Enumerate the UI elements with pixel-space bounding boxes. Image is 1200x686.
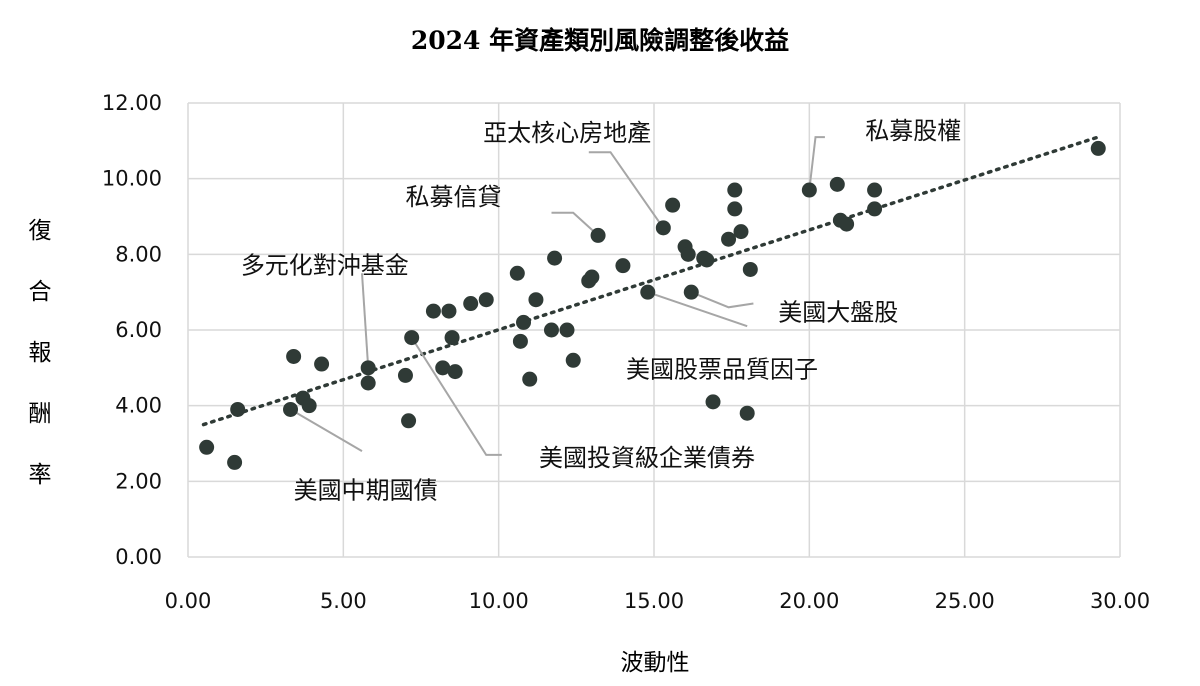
data-point: [435, 360, 451, 376]
annotation-label: 美國中期國債: [294, 476, 438, 504]
annotation-leader-line: [289, 408, 363, 452]
data-point: [867, 182, 883, 198]
annotation-label: 私募股權: [865, 117, 961, 145]
y-axis-label: 復合報酬率: [29, 218, 52, 488]
data-point: [867, 201, 883, 217]
x-tick-label: 15.00: [624, 589, 684, 613]
data-point: [680, 246, 696, 262]
y-tick-label: 6.00: [115, 318, 162, 342]
annotation-leader-line: [410, 337, 502, 456]
data-point: [547, 250, 563, 266]
y-tick-label: 0.00: [115, 545, 162, 569]
data-point: [425, 303, 441, 319]
annotation-leader-line: [690, 291, 754, 309]
annotation-leader-line: [647, 291, 748, 328]
data-point: [742, 261, 758, 277]
data-point: [565, 352, 581, 368]
x-axis-label: 波動性: [621, 650, 690, 676]
x-tick-label: 30.00: [1090, 589, 1150, 613]
data-point: [397, 367, 413, 383]
annotation-label: 美國大盤股: [778, 299, 898, 327]
data-point: [543, 322, 559, 338]
x-tick-label: 10.00: [469, 589, 529, 613]
y-tick-label: 4.00: [115, 394, 162, 418]
data-point: [584, 269, 600, 285]
annotation-leader-line: [808, 136, 825, 191]
y-tick-label: 8.00: [115, 242, 162, 266]
annotation-label: 美國股票品質因子: [626, 355, 818, 383]
annotation-leader-line: [361, 273, 370, 368]
y-tick-label: 2.00: [115, 469, 162, 493]
data-point: [615, 258, 631, 274]
y-tick-label: 12.00: [102, 91, 162, 115]
data-point: [665, 197, 681, 213]
y-tick-label: 10.00: [102, 167, 162, 191]
data-point: [314, 356, 330, 372]
data-point: [512, 333, 528, 349]
x-tick-label: 20.00: [779, 589, 839, 613]
data-point: [739, 405, 755, 421]
data-point: [655, 220, 671, 236]
data-point: [516, 314, 532, 330]
annotation-label: 多元化對沖基金: [241, 251, 409, 279]
data-point: [301, 398, 317, 414]
data-point: [522, 371, 538, 387]
data-point: [401, 413, 417, 429]
data-point: [447, 364, 463, 380]
x-tick-label: 0.00: [165, 589, 212, 613]
annotation-leader-line: [588, 151, 665, 229]
data-point: [801, 182, 817, 198]
trendline-layer: [201, 135, 1101, 427]
data-point: [360, 360, 376, 376]
annotation-label: 亞太核心房地產: [483, 119, 651, 147]
annotation-leader-line: [551, 211, 599, 237]
data-point: [705, 394, 721, 410]
annotation-label: 美國投資級企業債券: [539, 444, 755, 472]
data-point: [528, 292, 544, 308]
data-point: [509, 265, 525, 281]
data-point: [727, 201, 743, 217]
data-point: [230, 401, 246, 417]
data-point: [227, 454, 243, 470]
data-point: [441, 303, 457, 319]
x-tick-label: 25.00: [935, 589, 995, 613]
data-point: [360, 375, 376, 391]
data-point: [283, 401, 299, 417]
leader-lines: [289, 136, 825, 456]
data-point: [199, 439, 215, 455]
data-point: [286, 348, 302, 364]
data-point: [721, 231, 737, 247]
data-point: [559, 322, 575, 338]
data-point: [699, 252, 715, 268]
data-point: [733, 224, 749, 240]
data-point: [590, 227, 606, 243]
data-point: [404, 330, 420, 346]
data-point: [683, 284, 699, 300]
trendline: [201, 135, 1101, 427]
chart-title: 2024 年資產類別風險調整後收益: [411, 26, 789, 55]
data-point: [727, 182, 743, 198]
data-point: [1090, 140, 1106, 156]
data-point: [640, 284, 656, 300]
annotation-label: 私募信貸: [405, 183, 501, 211]
x-tick-label: 5.00: [320, 589, 367, 613]
data-point: [478, 292, 494, 308]
data-point: [839, 216, 855, 232]
data-point: [463, 296, 479, 312]
data-point: [444, 330, 460, 346]
data-point: [829, 176, 845, 192]
tick-labels: 0.00 5.00 10.00 15.00 20.00 25.00 30.00 0.00 2.0…: [102, 91, 1150, 613]
data-points: [199, 140, 1106, 470]
